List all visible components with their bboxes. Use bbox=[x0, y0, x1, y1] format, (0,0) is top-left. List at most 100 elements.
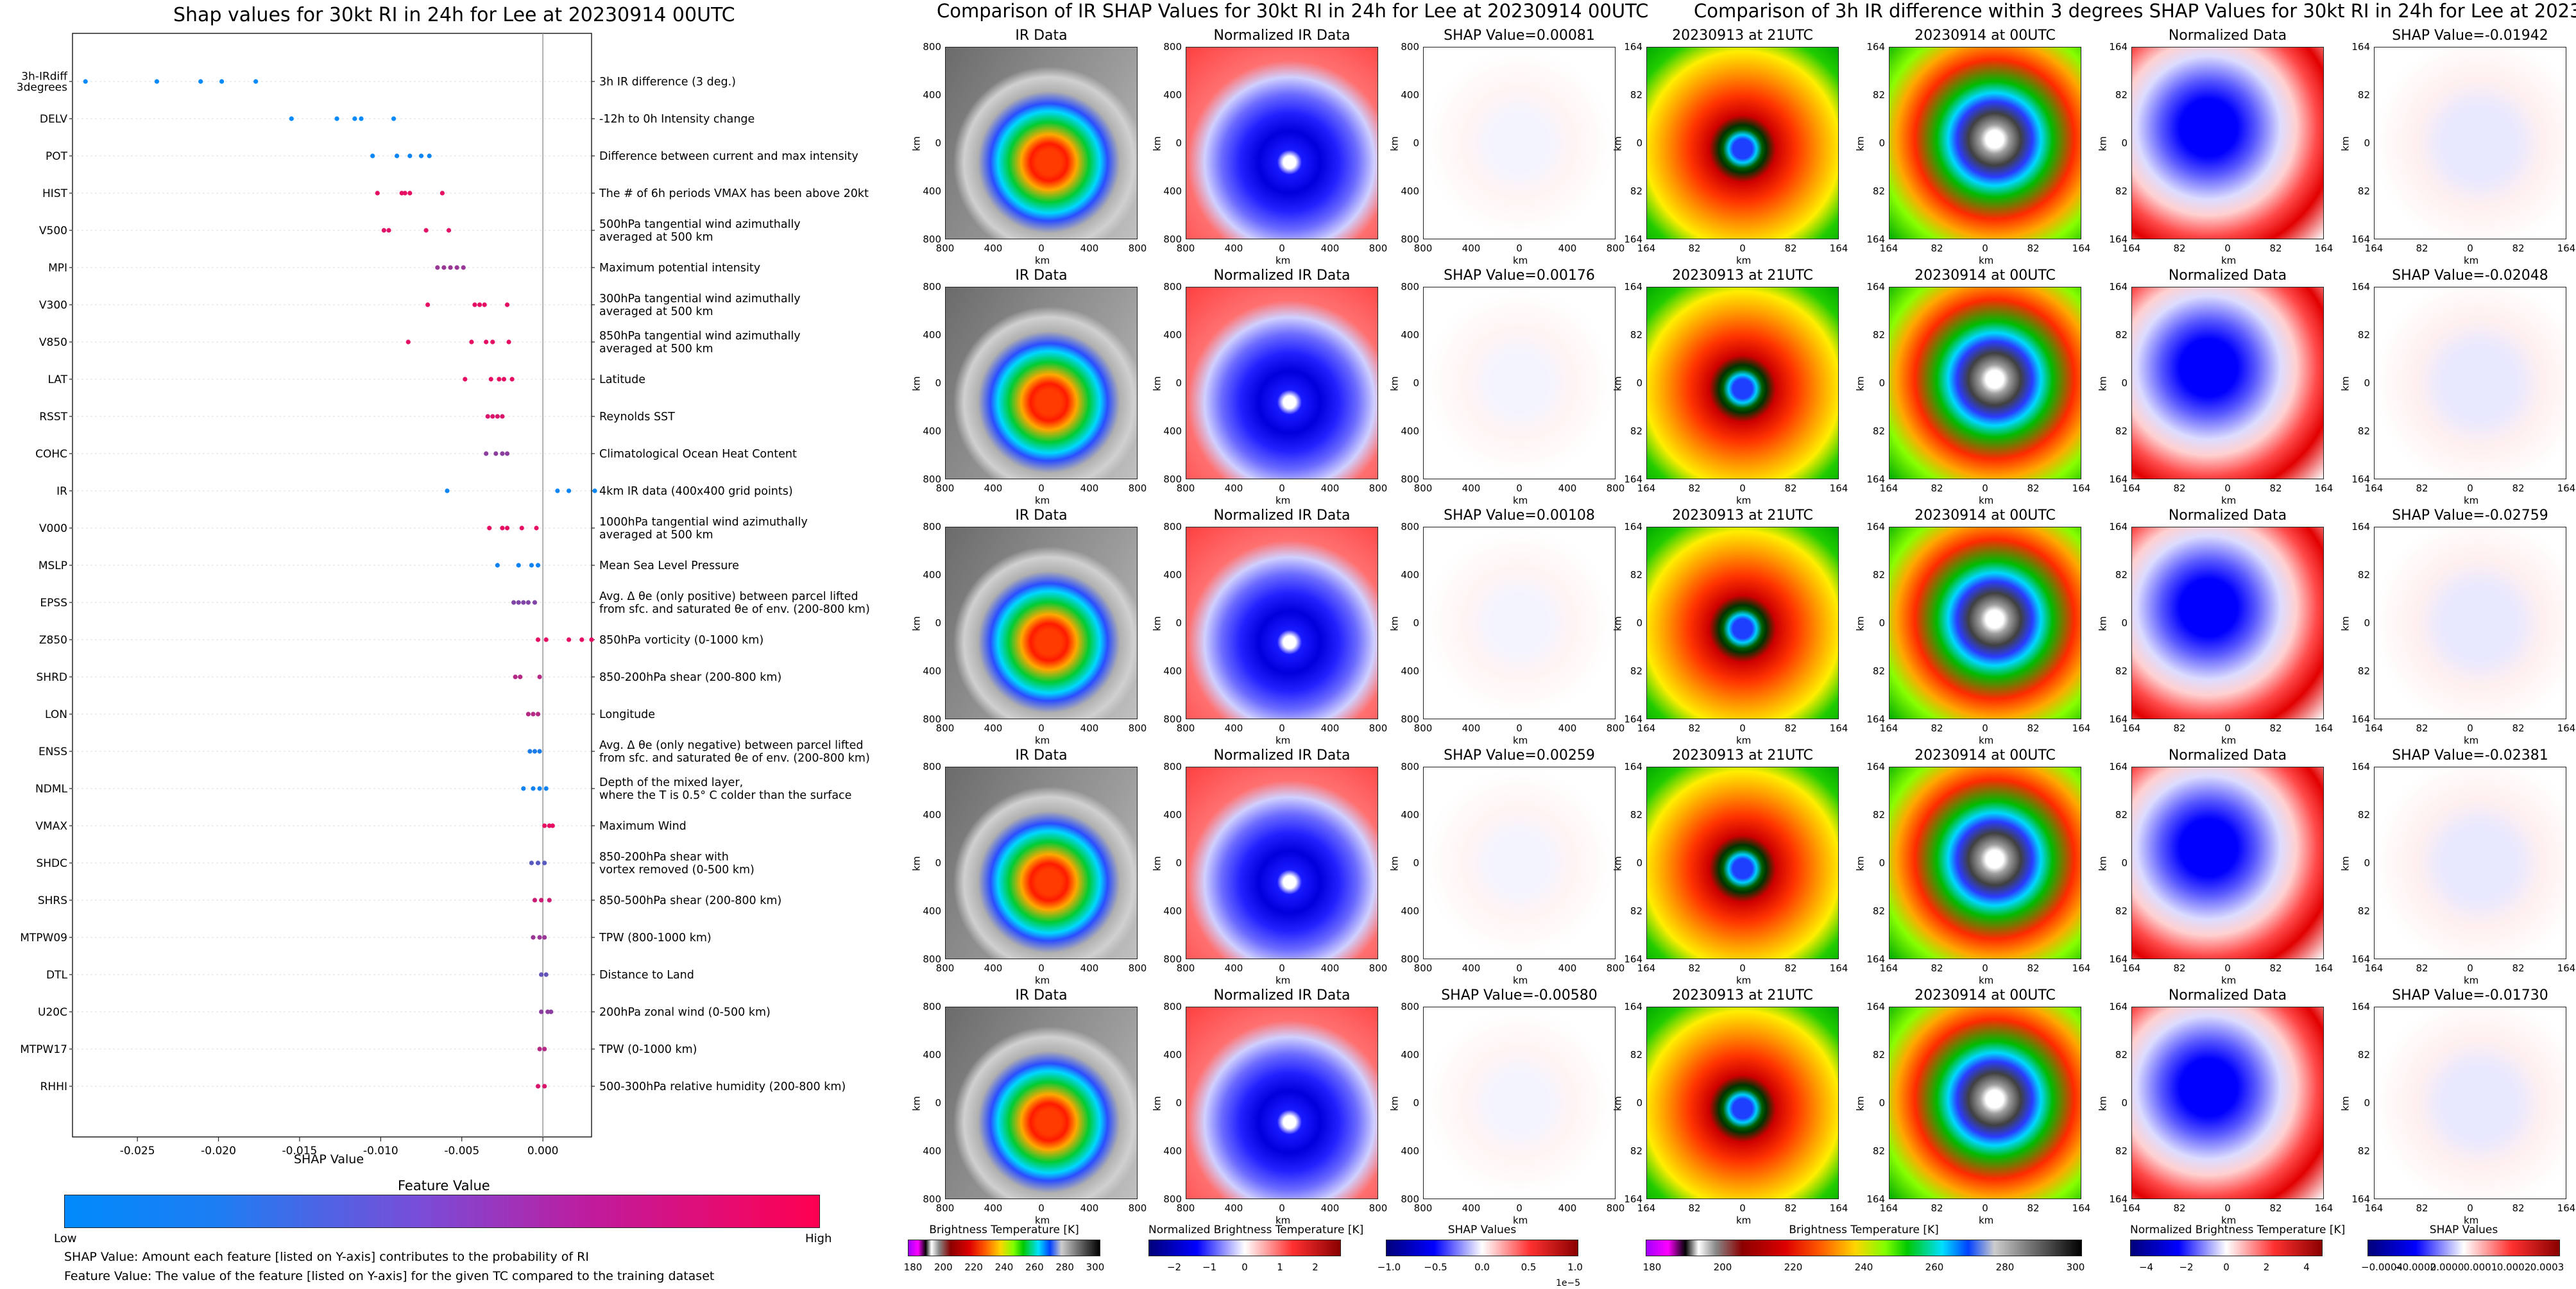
x-tick-label: 0 bbox=[1516, 962, 1523, 974]
feature-name-label: 3h-IRdiff bbox=[21, 71, 68, 83]
shap-point bbox=[219, 79, 225, 84]
colorbar-tick-label: 240 bbox=[994, 1261, 1014, 1273]
x-tick-label: 0 bbox=[1279, 1202, 1285, 1214]
x-tick-label: 400 bbox=[984, 722, 1003, 734]
diff-panel-title: SHAP Value=-0.01730 bbox=[2392, 987, 2548, 1003]
x-tick-label: 164 bbox=[1829, 722, 1848, 734]
colorbar-tick-label: 0.5 bbox=[1521, 1261, 1537, 1273]
feature-value-colorbar bbox=[64, 1195, 820, 1228]
x-tick-label: 82 bbox=[2173, 962, 2186, 974]
x-tick-label: 82 bbox=[1688, 482, 1701, 494]
y-tick-label: 400 bbox=[1401, 569, 1419, 581]
colorbar-tick-label: 300 bbox=[1086, 1261, 1105, 1273]
shap-point bbox=[445, 488, 450, 493]
shap-point bbox=[549, 1009, 554, 1014]
x-tick-label: 400 bbox=[1224, 722, 1243, 734]
y-tick-label: 164 bbox=[1866, 474, 1885, 485]
x-axis-label: km bbox=[1035, 1215, 1050, 1226]
shap-point bbox=[446, 228, 452, 233]
x-tick-label: 800 bbox=[1176, 482, 1195, 494]
shap-point bbox=[532, 749, 538, 754]
y-tick-label: 0 bbox=[1636, 137, 1642, 149]
feature-description-label: Mean Sea Level Pressure bbox=[599, 559, 739, 572]
x-tick-label: 82 bbox=[2027, 962, 2040, 974]
y-tick-label: 82 bbox=[1630, 809, 1642, 821]
y-tick-label: 0 bbox=[1879, 617, 1885, 629]
y-tick-label: 164 bbox=[2109, 41, 2128, 53]
y-tick-label: 82 bbox=[1872, 665, 1885, 677]
y-tick-label: 164 bbox=[1866, 41, 1885, 53]
x-tick-label: 800 bbox=[1176, 243, 1195, 254]
y-tick-label: 0 bbox=[1413, 857, 1419, 869]
y-tick-label: 164 bbox=[2109, 953, 2128, 965]
ir-image-panel bbox=[1423, 287, 1616, 479]
feature-name-label: V000 bbox=[39, 522, 67, 535]
x-tick-label: 82 bbox=[2512, 482, 2525, 494]
x-tick-label: 164 bbox=[2072, 722, 2091, 734]
x-tick-label: 164 bbox=[1829, 482, 1848, 494]
x-tick-label: 82 bbox=[2512, 722, 2525, 734]
x-tick-label: 164 bbox=[2072, 962, 2091, 974]
x-tick-label: 800 bbox=[1413, 243, 1433, 254]
x-tick-label: -0.015 bbox=[282, 1145, 318, 1157]
x-tick-label: 800 bbox=[1369, 962, 1388, 974]
feature-description-label: Distance to Land bbox=[599, 969, 694, 982]
shap-point bbox=[519, 525, 524, 531]
plot-frame bbox=[72, 33, 592, 1138]
y-tick-label: 400 bbox=[1163, 425, 1182, 437]
note-shap-value: SHAP Value: Amount each feature [listed … bbox=[64, 1250, 589, 1264]
y-tick-label: 800 bbox=[1163, 521, 1182, 533]
feature-name-label: MSLP bbox=[38, 559, 67, 572]
feature-name-label: RHHI bbox=[40, 1080, 67, 1093]
shap-point bbox=[448, 265, 453, 270]
y-tick-label: 800 bbox=[923, 1193, 941, 1205]
x-tick-label: 164 bbox=[1829, 243, 1848, 254]
shap-x-axis-label: SHAP Value bbox=[294, 1152, 364, 1166]
shap-point bbox=[516, 600, 521, 605]
x-tick-label: 0 bbox=[1516, 482, 1523, 494]
y-tick-label: 400 bbox=[923, 1049, 941, 1061]
diff-panel-title: Normalized Data bbox=[2168, 987, 2287, 1003]
y-tick-label: 164 bbox=[1866, 1001, 1885, 1012]
x-tick-label: 82 bbox=[2173, 243, 2186, 254]
x-axis-label: km bbox=[1275, 255, 1291, 266]
ir-image-panel bbox=[1423, 767, 1616, 959]
x-axis-label: km bbox=[2464, 255, 2479, 266]
diff-panel-title: 20230914 at 00UTC bbox=[1915, 268, 2056, 284]
colorbar-tick-label: 220 bbox=[1784, 1261, 1803, 1273]
x-axis-label: km bbox=[2221, 495, 2237, 506]
shap-point bbox=[375, 191, 380, 196]
diff-panel-title: Normalized Data bbox=[2168, 508, 2287, 524]
y-tick-label: 164 bbox=[1866, 234, 1885, 245]
y-axis-label: km bbox=[910, 376, 923, 391]
irdiff-comparison-title: Comparison of 3h IR difference within 3 … bbox=[1694, 0, 2576, 22]
y-tick-label: 0 bbox=[1413, 377, 1419, 389]
y-tick-label: 400 bbox=[923, 1145, 941, 1157]
shap-point bbox=[472, 302, 477, 307]
y-axis-label: km bbox=[1612, 136, 1624, 151]
feature-description-label: 850-200hPa shear with bbox=[599, 851, 729, 864]
x-tick-label: 0 bbox=[1982, 1202, 1988, 1214]
y-tick-label: 164 bbox=[1866, 521, 1885, 533]
y-tick-label: 0 bbox=[2121, 137, 2128, 149]
x-tick-label: 164 bbox=[2557, 722, 2576, 734]
x-tick-label: 82 bbox=[2416, 962, 2428, 974]
shap-point bbox=[154, 79, 160, 84]
x-tick-label: 400 bbox=[1558, 243, 1577, 254]
x-tick-label: 400 bbox=[1462, 722, 1481, 734]
x-tick-label: 400 bbox=[1080, 243, 1099, 254]
x-tick-label: 800 bbox=[1369, 243, 1388, 254]
y-tick-label: 800 bbox=[1401, 713, 1419, 725]
y-tick-label: 82 bbox=[1872, 905, 1885, 917]
y-tick-label: 0 bbox=[1413, 1097, 1419, 1109]
diff-norm-colorbar bbox=[2130, 1240, 2323, 1256]
x-tick-label: 164 bbox=[1879, 243, 1898, 254]
shap-point bbox=[535, 563, 541, 568]
x-tick-label: 82 bbox=[2027, 482, 2040, 494]
ir-panel-title: IR Data bbox=[1015, 28, 1068, 44]
shap-point bbox=[589, 637, 594, 642]
diff-image-panel bbox=[2374, 1007, 2566, 1199]
colorbar-tick-label: 260 bbox=[1925, 1261, 1944, 1273]
colorbar-tick-label: 0.0001 bbox=[2463, 1261, 2498, 1273]
x-tick-label: 0 bbox=[2224, 962, 2231, 974]
